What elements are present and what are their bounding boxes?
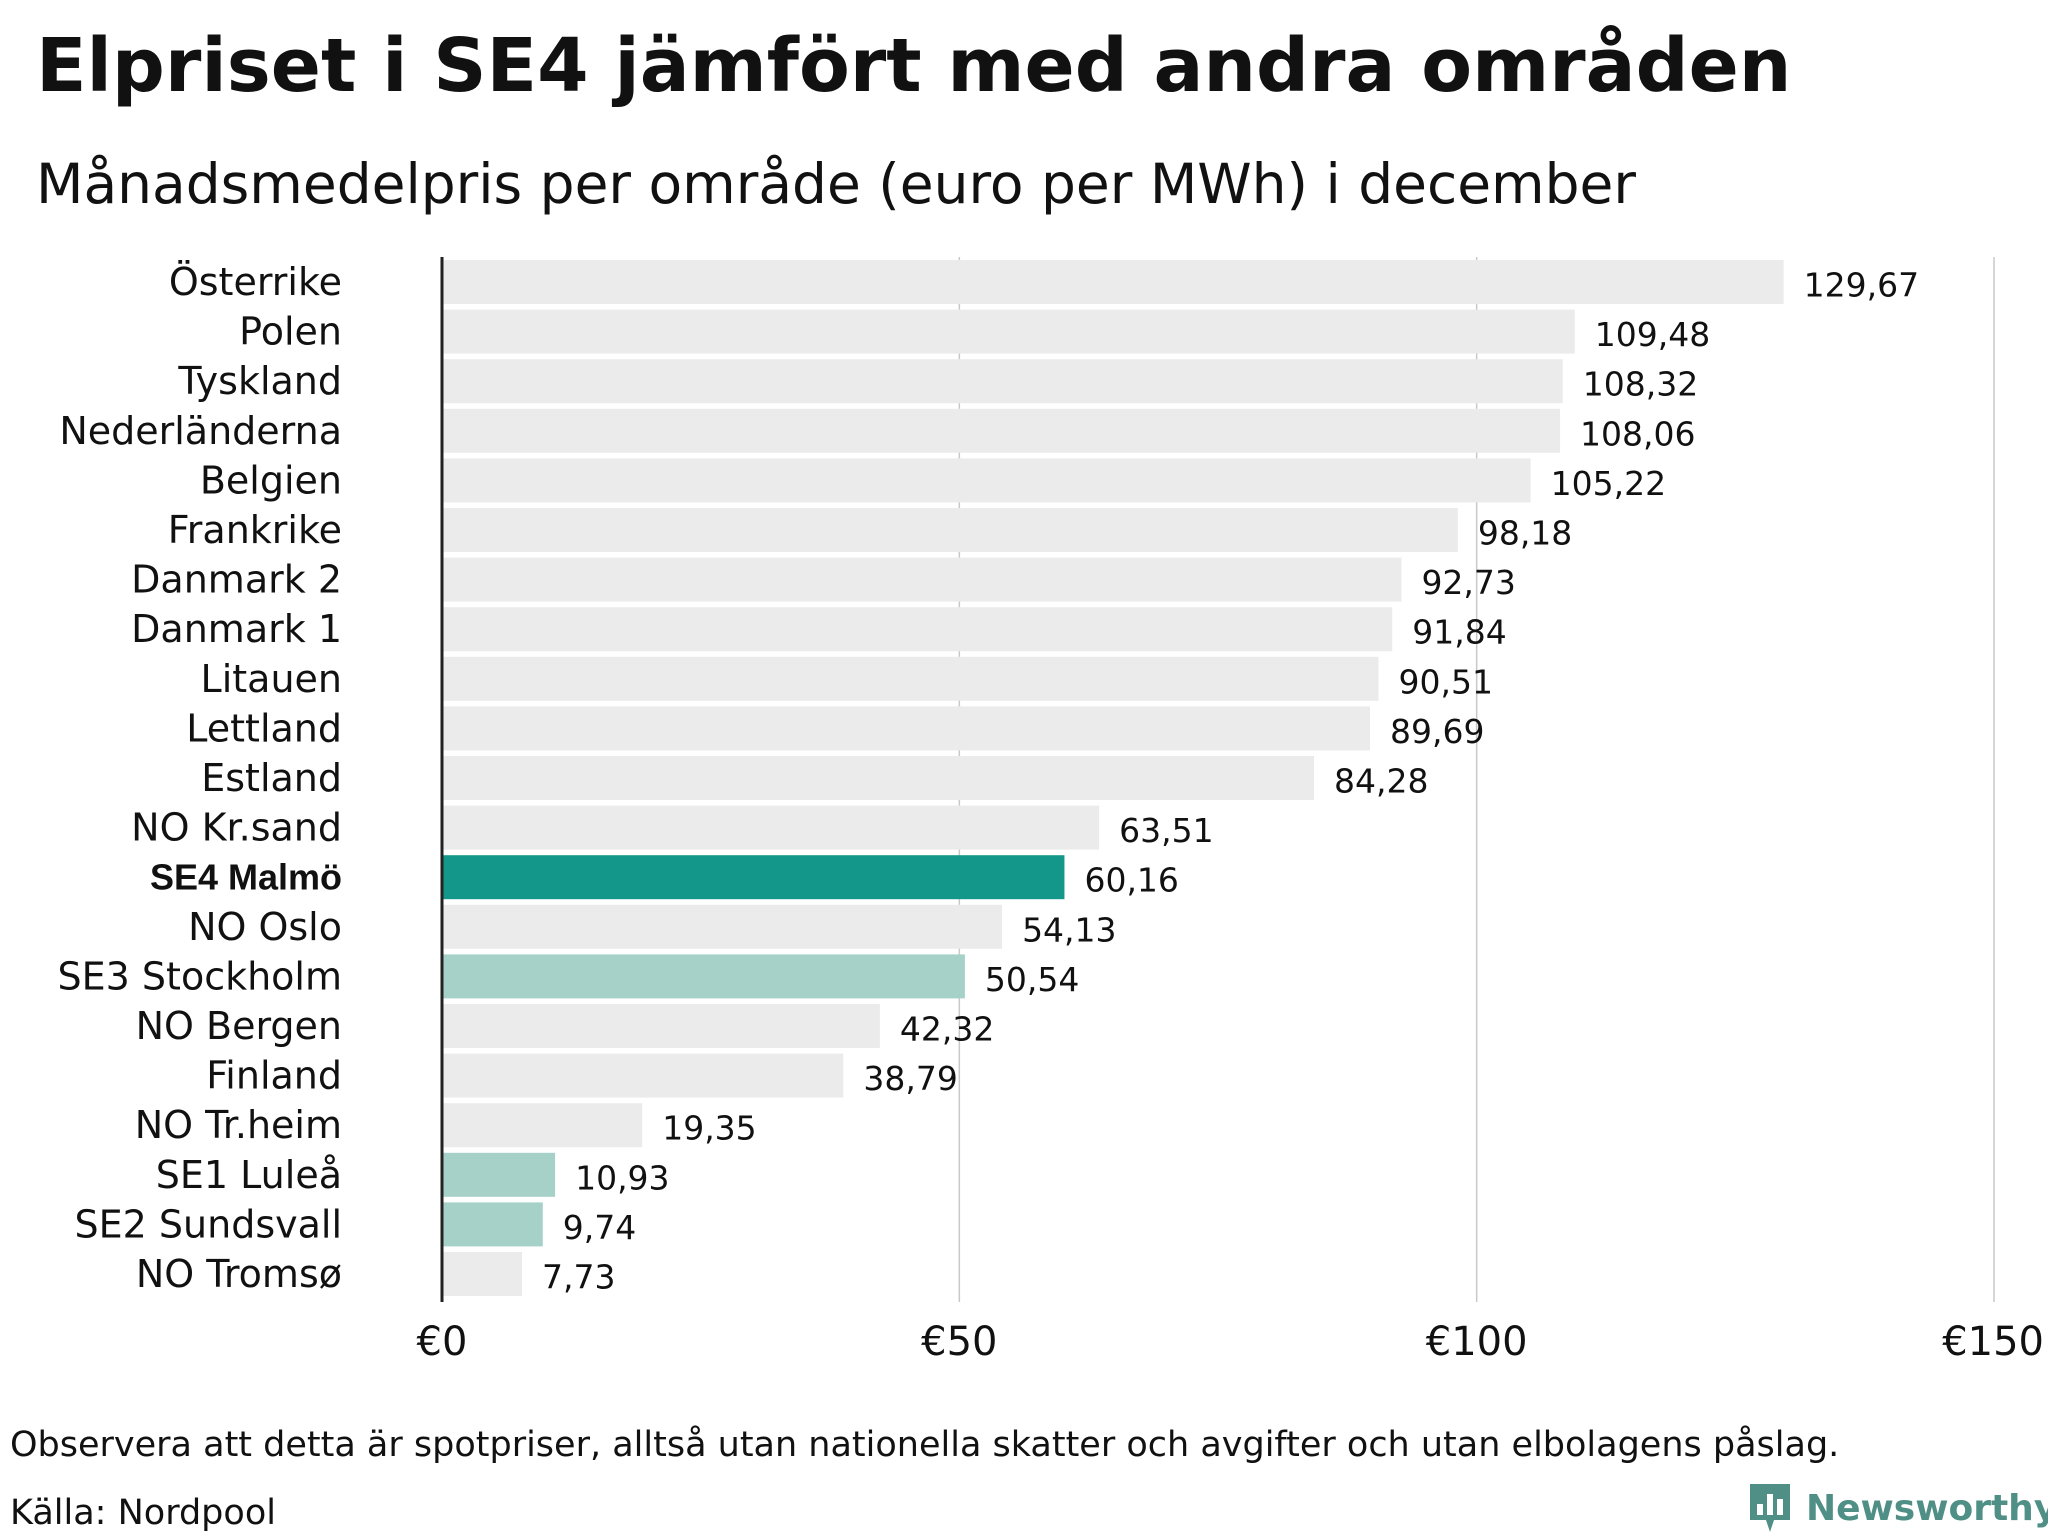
bar xyxy=(442,607,1393,652)
bar xyxy=(442,756,1315,800)
category-label: SE4 Malmö xyxy=(150,857,342,898)
category-label: NO Oslo xyxy=(188,905,342,949)
footnote: Observera att detta är spotpriser, allts… xyxy=(10,1425,1840,1465)
category-label: Belgien xyxy=(200,458,342,502)
x-tick-label: €50 xyxy=(921,1319,997,1365)
category-label: Tyskland xyxy=(177,359,342,403)
value-label: 105,22 xyxy=(1551,464,1666,503)
bar xyxy=(442,508,1458,552)
category-label: SE3 Stockholm xyxy=(58,954,342,998)
value-label: 91,84 xyxy=(1412,613,1506,652)
brand-icon-bar xyxy=(1767,1494,1773,1515)
x-tick-label: €0 xyxy=(417,1319,468,1365)
bar xyxy=(442,805,1100,850)
brand-name: Newsworthy xyxy=(1806,1487,2048,1529)
bar xyxy=(442,359,1563,404)
category-label: Polen xyxy=(239,310,342,354)
value-label: 63,51 xyxy=(1119,811,1213,850)
bar xyxy=(442,1152,556,1197)
bar-chart-speech-bubble-icon xyxy=(1750,1484,1790,1532)
value-label: 89,69 xyxy=(1390,712,1484,751)
value-label: 109,48 xyxy=(1595,315,1710,354)
value-label: 129,67 xyxy=(1804,266,1919,305)
bar xyxy=(442,309,1575,354)
value-label: 42,32 xyxy=(900,1010,994,1049)
value-label: 60,16 xyxy=(1084,861,1178,900)
bar xyxy=(442,1053,844,1098)
brand-logo: Newsworthy xyxy=(1748,1480,2048,1536)
value-label: 19,35 xyxy=(662,1109,756,1148)
value-label: 9,74 xyxy=(563,1208,636,1247)
bar xyxy=(442,1252,522,1296)
chart-title: Elpriset i SE4 jämfört med andra områden xyxy=(36,23,1792,109)
bar xyxy=(442,458,1531,503)
brand-icon-bar xyxy=(1757,1504,1763,1515)
bar xyxy=(442,557,1402,602)
bar xyxy=(442,656,1379,701)
x-tick-label: €150 xyxy=(1942,1319,2044,1365)
value-label: 84,28 xyxy=(1334,762,1428,801)
bar xyxy=(442,260,1784,304)
category-label: Nederländerna xyxy=(59,409,342,453)
value-label: 92,73 xyxy=(1421,563,1515,602)
category-label: SE2 Sundsvall xyxy=(75,1202,342,1246)
x-tick-label: €100 xyxy=(1426,1319,1528,1365)
category-label: NO Tromsø xyxy=(136,1252,342,1296)
category-label: Frankrike xyxy=(168,508,342,552)
chart-subtitle: Månadsmedelpris per område (euro per MWh… xyxy=(36,152,1636,216)
category-label: NO Bergen xyxy=(136,1004,342,1048)
bar xyxy=(442,954,965,999)
value-label: 7,73 xyxy=(542,1258,615,1297)
category-label: Litauen xyxy=(201,657,342,701)
category-label: Lettland xyxy=(186,706,342,750)
category-label: SE1 Luleå xyxy=(156,1153,342,1197)
value-label: 98,18 xyxy=(1478,514,1572,553)
bar xyxy=(442,408,1561,453)
brand-icon-bar xyxy=(1777,1499,1783,1515)
bar xyxy=(442,855,1065,900)
value-label: 90,51 xyxy=(1398,662,1492,701)
category-label: NO Tr.heim xyxy=(135,1103,342,1147)
bar xyxy=(442,1004,880,1048)
category-label: Estland xyxy=(201,756,342,800)
value-label: 108,32 xyxy=(1583,365,1698,404)
value-label: 50,54 xyxy=(985,960,1079,999)
category-label: Danmark 1 xyxy=(131,607,342,651)
bar xyxy=(442,1202,543,1247)
bar xyxy=(442,706,1370,751)
category-label: Österrike xyxy=(169,260,342,304)
category-label: Danmark 2 xyxy=(131,558,342,602)
value-label: 38,79 xyxy=(863,1059,957,1098)
value-label: 108,06 xyxy=(1580,414,1695,453)
value-label: 10,93 xyxy=(575,1158,669,1197)
bar xyxy=(442,1103,643,1148)
source-credit: Källa: Nordpool xyxy=(10,1493,276,1533)
category-label: NO Kr.sand xyxy=(131,806,342,850)
category-label: Finland xyxy=(206,1054,342,1098)
value-label: 54,13 xyxy=(1022,910,1116,949)
bar xyxy=(442,904,1003,949)
